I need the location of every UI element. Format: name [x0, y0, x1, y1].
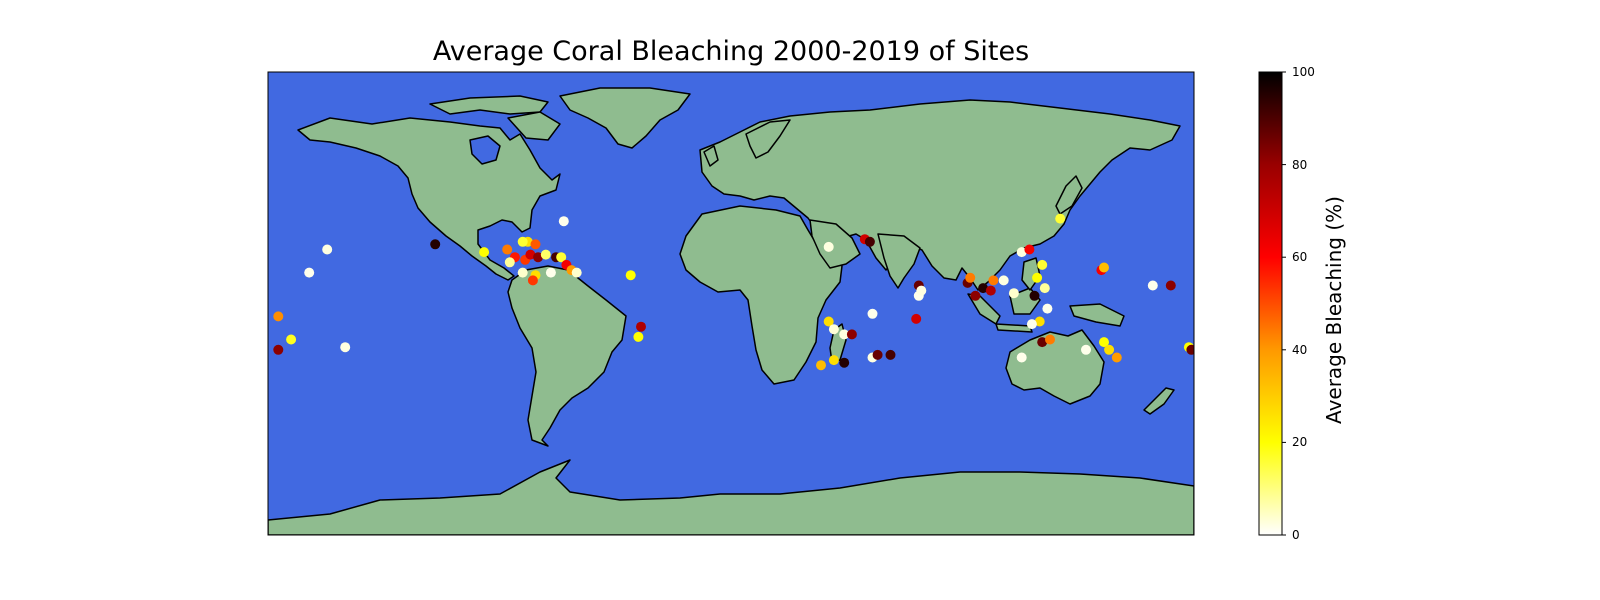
bleaching-site-point — [525, 249, 536, 260]
bleaching-site-point — [504, 257, 515, 268]
colorbar-tick-label: 80 — [1292, 157, 1308, 172]
land-greenland — [559, 87, 691, 149]
land-japan — [1055, 175, 1083, 215]
bleaching-site-point — [1029, 290, 1040, 301]
colorbar-tick-label: 100 — [1292, 65, 1315, 79]
bleaching-site-point — [430, 239, 441, 250]
land-new-zealand — [1143, 387, 1175, 415]
colorbar — [1258, 71, 1283, 536]
bleaching-site-point — [340, 342, 351, 353]
bleaching-site-point — [1104, 344, 1115, 355]
bleaching-site-point — [502, 244, 513, 255]
bleaching-site-point — [1165, 280, 1176, 291]
land-baffin — [507, 111, 561, 141]
bleaching-site-point — [625, 270, 636, 281]
bleaching-site-point — [839, 329, 850, 340]
bleaching-site-point — [636, 321, 646, 332]
land-new-guinea — [1069, 303, 1125, 327]
bleaching-site-point — [1016, 247, 1027, 258]
bleaching-site-point — [273, 344, 284, 355]
bleaching-site-point — [1039, 283, 1050, 294]
bleaching-site-point — [517, 236, 528, 247]
bleaching-site-point — [1081, 344, 1091, 355]
colorbar-tick-label: 0 — [1292, 528, 1300, 542]
bleaching-site-point — [965, 272, 976, 283]
bleaching-site-point — [839, 357, 850, 368]
land-australia — [1005, 329, 1105, 405]
land-scandinavia — [745, 119, 791, 159]
bleaching-site-point — [1037, 259, 1048, 270]
bleaching-site-point — [1147, 280, 1158, 291]
colorbar-tick-label: 60 — [1292, 250, 1308, 265]
colorbar-ticks — [1282, 71, 1286, 536]
land-arabia — [809, 219, 861, 269]
bleaching-site-point — [1032, 272, 1043, 283]
land-uk — [703, 145, 719, 167]
bleaching-site-point — [970, 290, 981, 301]
bleaching-site-point — [911, 313, 922, 324]
bleaching-site-point — [1042, 303, 1053, 314]
bleaching-site-point — [985, 285, 996, 296]
land-antarctica — [268, 459, 1194, 535]
bleaching-site-point — [527, 275, 538, 286]
bleaching-site-point — [1045, 334, 1055, 345]
bleaching-site-point — [872, 349, 883, 360]
bleaching-site-point — [998, 275, 1009, 286]
colorbar-label: Average Bleaching (%) — [1322, 196, 1346, 424]
bleaching-site-point — [540, 249, 551, 260]
land-java — [995, 323, 1033, 333]
bleaching-site-point — [1016, 352, 1027, 363]
bleaching-site-point — [304, 267, 315, 278]
water-hudson-bay — [469, 135, 501, 165]
map-frame — [267, 71, 1195, 536]
bleaching-site-point — [816, 360, 826, 371]
bleaching-site-point — [273, 311, 284, 322]
bleaching-site-point — [1034, 316, 1045, 327]
bleaching-site-point — [988, 275, 999, 286]
bleaching-sites — [273, 213, 1194, 371]
bleaching-site-point — [885, 349, 896, 360]
bleaching-site-point — [828, 355, 839, 366]
bleaching-site-point — [1055, 213, 1066, 224]
bleaching-site-point — [864, 236, 875, 247]
bleaching-site-point — [533, 252, 544, 263]
bleaching-site-point — [479, 247, 490, 258]
bleaching-site-point — [286, 334, 297, 345]
colorbar-tick-label: 40 — [1292, 342, 1308, 357]
bleaching-site-point — [846, 329, 857, 340]
colorbar-tick-label: 20 — [1292, 435, 1308, 450]
bleaching-site-point — [823, 241, 834, 252]
bleaching-site-point — [978, 283, 989, 294]
bleaching-site-point — [867, 308, 878, 319]
bleaching-site-point — [633, 331, 644, 342]
land-south-america — [507, 265, 627, 447]
bleaching-site-point — [558, 216, 569, 227]
bleaching-site-point — [828, 324, 839, 335]
land-africa — [679, 205, 843, 385]
bleaching-site-point — [1186, 344, 1194, 355]
bleaching-site-point — [1111, 352, 1122, 363]
bleaching-site-point — [1099, 262, 1109, 273]
bleaching-site-point — [823, 316, 834, 327]
bleaching-site-point — [322, 244, 333, 255]
bleaching-site-point — [571, 267, 582, 278]
bleaching-site-point — [1099, 337, 1109, 348]
bleaching-site-point — [530, 239, 541, 250]
land-india — [877, 233, 921, 289]
bleaching-site-point — [1008, 288, 1019, 299]
bleaching-site-point — [545, 267, 556, 278]
bleaching-site-point — [556, 252, 567, 263]
bleaching-site-point — [1026, 319, 1037, 330]
land-eurasia — [699, 99, 1181, 291]
page-title: Average Coral Bleaching 2000-2019 of Sit… — [432, 36, 1030, 67]
bleaching-site-point — [916, 285, 927, 296]
bleaching-site-point — [1024, 244, 1035, 255]
bleaching-site-point — [517, 267, 528, 278]
bleaching-site-point — [1037, 337, 1048, 348]
